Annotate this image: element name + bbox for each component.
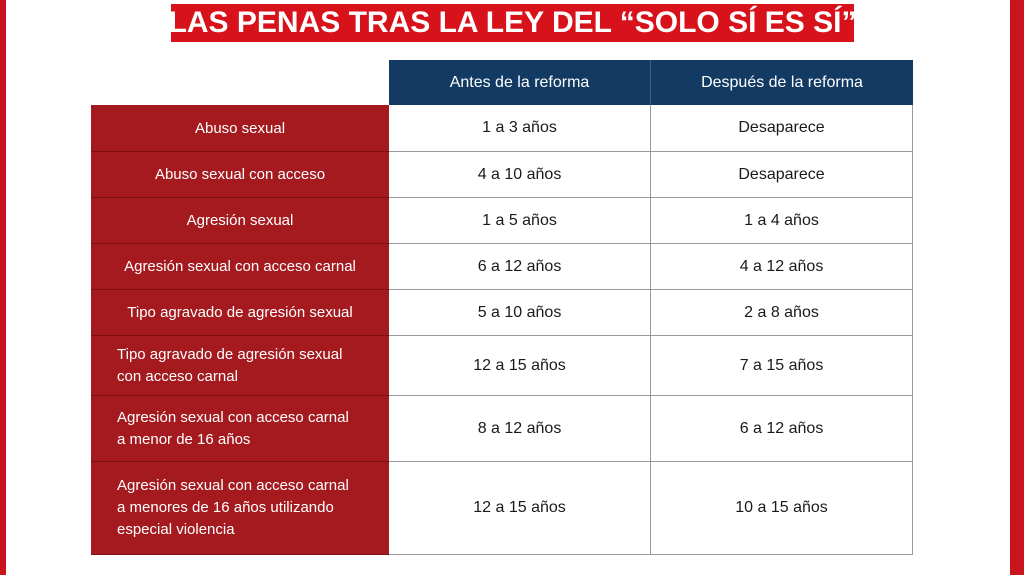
row-label-tipo-agravado: Tipo agravado de agresión sexual	[91, 290, 389, 336]
row-label-line: a menores de 16 años utilizando	[117, 499, 334, 516]
row-label-tipo-agravado-acceso-carnal: Tipo agravado de agresión sexual con acc…	[91, 336, 389, 396]
title-banner: LAS PENAS TRAS LA LEY DEL “SOLO SÍ ES SÍ…	[168, 4, 857, 42]
row-label-abuso-sexual: Abuso sexual	[91, 105, 389, 152]
cell-before-agresion-sexual: 1 a 5 años	[389, 198, 651, 244]
row-label-abuso-sexual-con-acceso: Abuso sexual con acceso	[91, 152, 389, 198]
row-label-line: con acceso carnal	[117, 367, 238, 385]
cell-before-agresion-menor-16: 8 a 12 años	[389, 396, 651, 462]
cell-after-agresion-acceso-carnal: 4 a 12 años	[651, 244, 913, 290]
row-label-agresion-acceso-carnal: Agresión sexual con acceso carnal	[91, 244, 389, 290]
cell-after-abuso-sexual-con-acceso: Desaparece	[651, 152, 913, 198]
row-label-line: Tipo agravado de agresión sexual	[117, 345, 343, 363]
cell-after-tipo-agravado-acceso-carnal: 7 a 15 años	[651, 336, 913, 396]
cell-before-abuso-sexual-con-acceso: 4 a 10 años	[389, 152, 651, 198]
row-label-line: especial violencia	[117, 521, 235, 538]
column-header-before: Antes de la reforma	[389, 60, 651, 105]
row-label-line: a menor de 16 años	[117, 430, 251, 448]
cell-before-agresion-menores-violencia: 12 a 15 años	[389, 462, 651, 555]
row-label-agresion-menor-16: Agresión sexual con acceso carnal a meno…	[91, 396, 389, 462]
row-label-line: Agresión sexual con acceso carnal	[117, 408, 349, 426]
row-label-agresion-sexual: Agresión sexual	[91, 198, 389, 244]
cell-before-agresion-acceso-carnal: 6 a 12 años	[389, 244, 651, 290]
row-label-line: Agresión sexual con acceso carnal	[117, 477, 349, 494]
left-red-border	[0, 0, 6, 575]
right-red-border	[1010, 0, 1024, 575]
cell-after-tipo-agravado: 2 a 8 años	[651, 290, 913, 336]
page-title: LAS PENAS TRAS LA LEY DEL “SOLO SÍ ES SÍ…	[168, 6, 857, 39]
row-label-agresion-menores-violencia: Agresión sexual con acceso carnal a meno…	[91, 462, 389, 555]
cell-after-agresion-menores-violencia: 10 a 15 años	[651, 462, 913, 555]
column-header-after: Después de la reforma	[651, 60, 913, 105]
cell-before-tipo-agravado: 5 a 10 años	[389, 290, 651, 336]
cell-before-tipo-agravado-acceso-carnal: 12 a 15 años	[389, 336, 651, 396]
cell-after-abuso-sexual: Desaparece	[651, 105, 913, 152]
cell-after-agresion-sexual: 1 a 4 años	[651, 198, 913, 244]
cell-after-agresion-menor-16: 6 a 12 años	[651, 396, 913, 462]
cell-before-abuso-sexual: 1 a 3 años	[389, 105, 651, 152]
